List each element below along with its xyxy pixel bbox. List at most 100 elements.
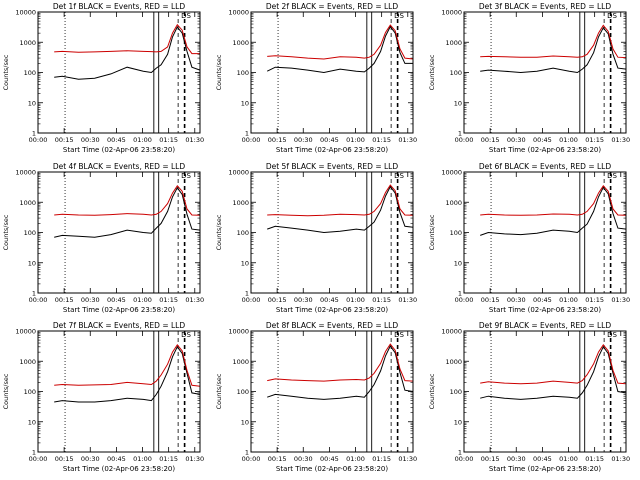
y-tick-label: 1000 (445, 358, 462, 366)
plot-frame (250, 330, 414, 453)
plot-frame (250, 11, 414, 134)
x-tick-label: 01:15 (585, 136, 604, 144)
events-series-line (480, 26, 627, 74)
x-tick-label: 01:00 (133, 136, 152, 144)
x-tick-label: 00:30 (507, 455, 526, 463)
x-tick-label: 01:30 (185, 455, 204, 463)
x-axis-label: Start Time (02-Apr-06 23:58:20) (63, 306, 175, 314)
y-tick-label: 10000 (15, 328, 36, 336)
x-axis-label: Start Time (02-Apr-06 23:58:20) (489, 465, 601, 473)
y-tick-label: 1000 (19, 39, 36, 47)
panel-title: Det 1f BLACK = Events, RED = LLD (53, 2, 186, 11)
y-tick-label: 1000 (19, 358, 36, 366)
x-tick-label: 00:00 (29, 136, 48, 144)
y-tick-label: 1 (458, 130, 462, 138)
events-series-line (267, 345, 414, 400)
y-tick-label: 10000 (228, 169, 249, 177)
x-tick-label: 00:45 (107, 136, 126, 144)
events-series-line (54, 345, 201, 403)
plot-frame (463, 171, 627, 294)
y-tick-label: 10000 (441, 9, 462, 17)
x-tick-label: 00:00 (242, 136, 261, 144)
y-axis-label: Counts/sec (215, 214, 223, 250)
y-axis-label: Counts/sec (428, 54, 436, 90)
x-axis-label: Start Time (02-Apr-06 23:58:20) (276, 146, 388, 154)
x-tick-label: 01:30 (611, 136, 630, 144)
detector-panel-3: Det 3f BLACK = Events, RED = LLD Counts/s… (428, 2, 630, 154)
x-tick-label: 00:30 (507, 296, 526, 304)
x-tick-label: 01:00 (133, 455, 152, 463)
lld-series-line (267, 184, 414, 217)
y-tick-label: 100 (450, 388, 462, 396)
y-tick-label: 100 (24, 388, 36, 396)
x-tick-label: 00:30 (294, 455, 313, 463)
y-axis-label: Counts/sec (215, 373, 223, 409)
detector-panel-1: Det 1f BLACK = Events, RED = LLD Counts/s… (2, 2, 204, 154)
x-axis-label: Start Time (02-Apr-06 23:58:20) (489, 146, 601, 154)
lld-series-line (54, 184, 201, 216)
y-tick-label: 10 (241, 99, 249, 107)
x-tick-label: 00:00 (455, 296, 474, 304)
y-tick-label: 1 (245, 290, 249, 298)
ds-annotation: DS (607, 331, 617, 339)
x-tick-label: 01:30 (611, 296, 630, 304)
plot-frame (37, 11, 201, 134)
y-tick-label: 1000 (445, 39, 462, 47)
panel-title: Det 8f BLACK = Events, RED = LLD (266, 321, 399, 330)
x-tick-label: 00:15 (268, 455, 287, 463)
y-axis-label: Counts/sec (2, 214, 10, 250)
y-tick-label: 100 (450, 229, 462, 237)
x-tick-label: 01:15 (159, 455, 178, 463)
y-tick-label: 100 (450, 69, 462, 77)
y-tick-label: 1 (458, 290, 462, 298)
y-tick-label: 1 (32, 449, 36, 457)
y-tick-label: 10 (241, 259, 249, 267)
y-tick-label: 1 (32, 290, 36, 298)
panel-title: Det 9f BLACK = Events, RED = LLD (479, 321, 612, 330)
x-tick-label: 00:45 (320, 296, 339, 304)
x-tick-label: 01:15 (372, 136, 391, 144)
x-tick-label: 00:00 (455, 136, 474, 144)
y-axis-label: Counts/sec (428, 373, 436, 409)
x-tick-label: 01:15 (585, 455, 604, 463)
ds-annotation: DS (394, 12, 404, 20)
x-tick-label: 01:00 (559, 455, 578, 463)
lld-series-line (267, 343, 414, 382)
detector-panel-7: Det 7f BLACK = Events, RED = LLD Counts/s… (2, 321, 204, 473)
ds-annotation: DS (181, 12, 191, 20)
ds-annotation: DS (181, 331, 191, 339)
ds-annotation: DS (607, 172, 617, 180)
detector-panel-5: Det 5f BLACK = Events, RED = LLD Counts/s… (215, 162, 417, 314)
x-axis-label: Start Time (02-Apr-06 23:58:20) (276, 306, 388, 314)
y-tick-label: 1 (245, 449, 249, 457)
x-tick-label: 01:15 (159, 136, 178, 144)
panel-title: Det 2f BLACK = Events, RED = LLD (266, 2, 399, 11)
y-tick-label: 10000 (441, 328, 462, 336)
events-series-line (54, 186, 201, 238)
events-series-line (480, 345, 627, 400)
x-tick-label: 01:15 (372, 296, 391, 304)
x-tick-label: 00:45 (320, 136, 339, 144)
lld-series-line (267, 24, 414, 60)
ds-annotation: DS (607, 12, 617, 20)
detector-panel-2: Det 2f BLACK = Events, RED = LLD Counts/s… (215, 2, 417, 154)
plot-frame (37, 171, 201, 294)
y-tick-label: 100 (237, 69, 249, 77)
y-tick-label: 10000 (228, 9, 249, 17)
x-tick-label: 00:00 (29, 296, 48, 304)
events-series-line (54, 26, 201, 80)
x-tick-label: 01:15 (159, 296, 178, 304)
x-tick-label: 01:30 (398, 296, 417, 304)
x-tick-label: 00:00 (242, 455, 261, 463)
plot-frame (250, 171, 414, 294)
y-tick-label: 10 (28, 418, 36, 426)
ds-annotation: DS (394, 172, 404, 180)
x-tick-label: 00:00 (455, 455, 474, 463)
y-tick-label: 1000 (232, 199, 249, 207)
x-tick-label: 00:45 (533, 455, 552, 463)
y-tick-label: 10000 (15, 9, 36, 17)
x-tick-label: 00:30 (507, 136, 526, 144)
plot-frame (463, 330, 627, 453)
x-tick-label: 00:45 (107, 455, 126, 463)
